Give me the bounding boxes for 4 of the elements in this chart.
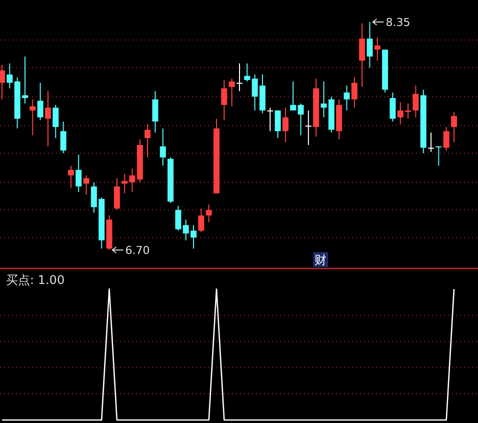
chart-title: 买点: 1.00	[6, 273, 65, 287]
note: 财	[313, 252, 328, 267]
annotation: 8.35	[386, 16, 410, 29]
annotation: 6.70	[125, 244, 150, 257]
